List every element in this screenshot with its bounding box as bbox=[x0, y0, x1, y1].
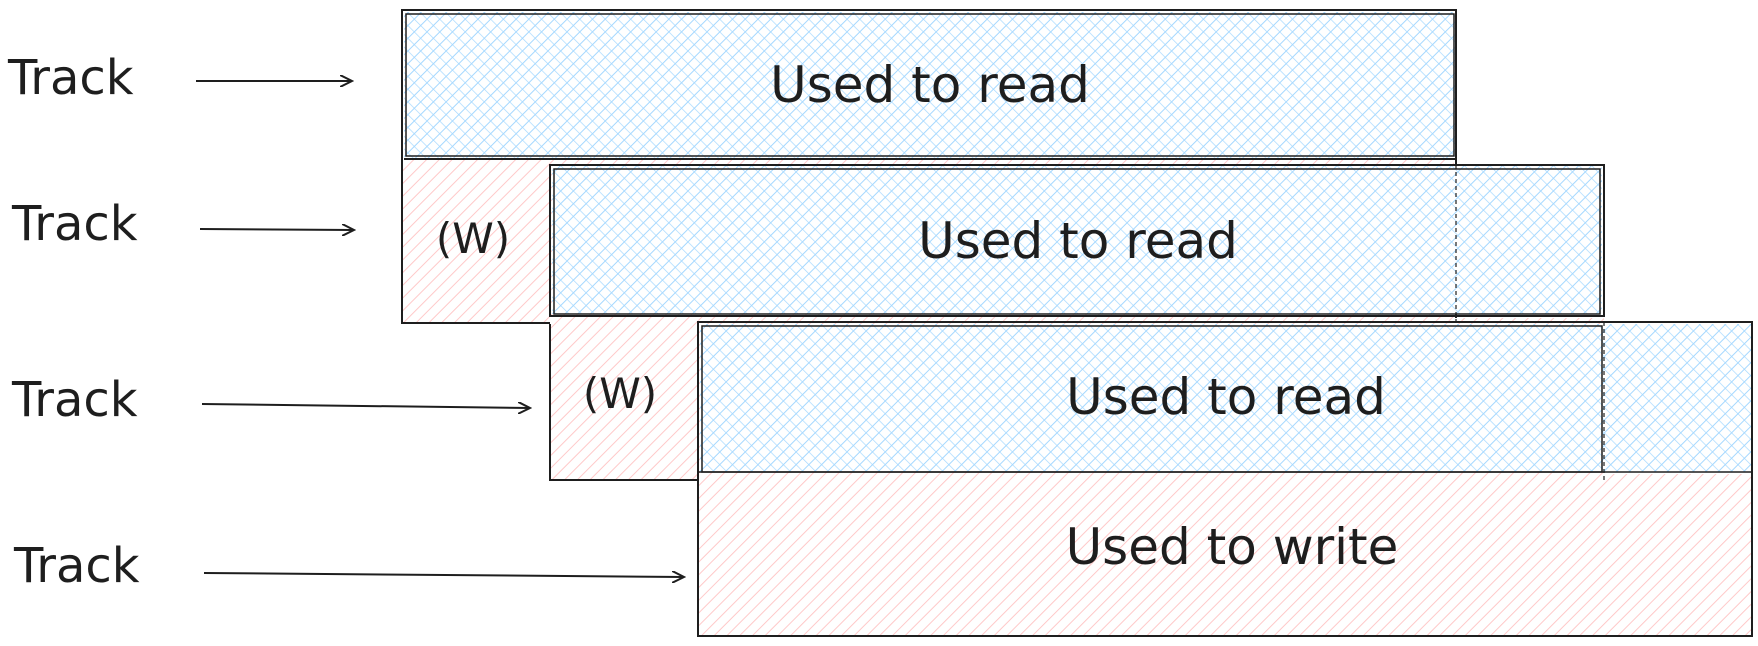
read-label-1: Used to read bbox=[770, 56, 1090, 114]
read-label-2: Used to read bbox=[918, 212, 1238, 270]
track-arrow-4 bbox=[203, 573, 684, 577]
track-block-3 bbox=[697, 321, 1753, 637]
write-area-3 bbox=[698, 474, 1752, 636]
block-2-read-outline bbox=[549, 164, 1605, 317]
track-label-2: Track bbox=[11, 196, 138, 252]
block-1-read-outline bbox=[405, 13, 1455, 157]
block-3-outline bbox=[697, 321, 1753, 637]
write-label-1: Used to write bbox=[1066, 518, 1399, 576]
w-marker-1: (W) bbox=[436, 214, 510, 263]
read-label-3: Used to read bbox=[1066, 368, 1386, 426]
track-arrow-3 bbox=[201, 404, 530, 408]
track-label-1: Track bbox=[7, 50, 134, 106]
track-arrow-2 bbox=[199, 229, 354, 230]
w-marker-2: (W) bbox=[583, 369, 657, 418]
track-label-3: Track bbox=[11, 372, 138, 428]
track-label-4: Track bbox=[13, 538, 140, 594]
